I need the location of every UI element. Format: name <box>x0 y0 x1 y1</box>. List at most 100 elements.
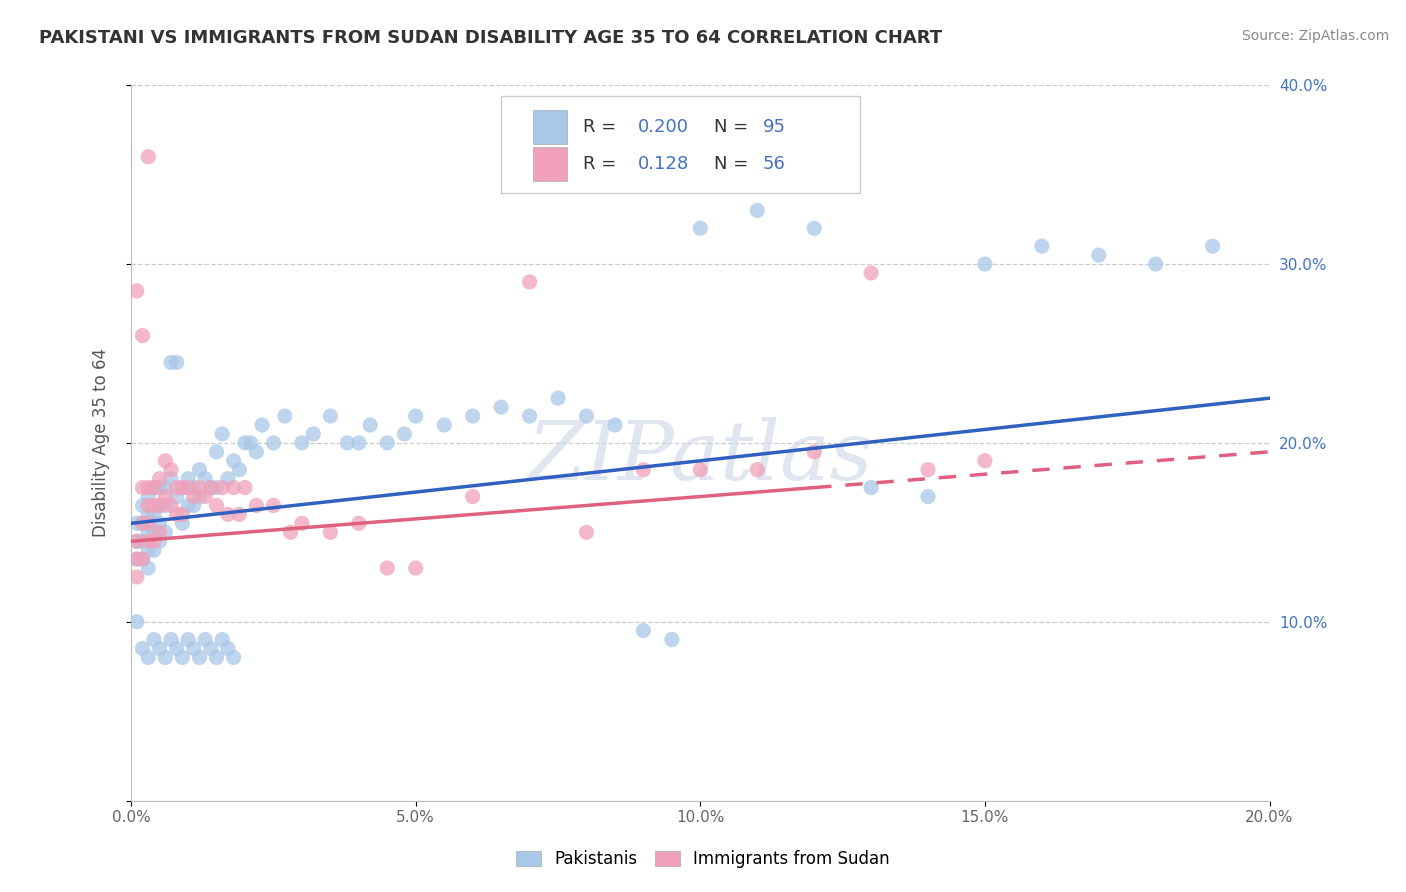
Point <box>347 436 370 450</box>
Point <box>222 454 245 468</box>
Point <box>136 150 159 164</box>
Point <box>177 632 200 647</box>
Point <box>211 632 233 647</box>
Point <box>160 499 183 513</box>
Point <box>183 490 205 504</box>
Point <box>262 499 284 513</box>
Text: 0.200: 0.200 <box>638 118 689 136</box>
Point <box>131 552 153 566</box>
Point <box>375 436 398 450</box>
Point <box>461 409 484 423</box>
Point <box>172 481 194 495</box>
Point <box>860 481 883 495</box>
Point <box>200 481 222 495</box>
Point <box>405 409 427 423</box>
Bar <box>533 110 567 144</box>
Point <box>689 463 711 477</box>
Point <box>155 499 177 513</box>
Text: 95: 95 <box>763 118 786 136</box>
Point <box>125 552 148 566</box>
Point <box>239 436 262 450</box>
Point <box>136 525 159 540</box>
Point <box>131 499 153 513</box>
Point <box>131 516 153 531</box>
Bar <box>533 147 567 181</box>
Point <box>917 490 939 504</box>
Text: N =: N = <box>714 118 754 136</box>
Point <box>200 481 222 495</box>
Point <box>131 552 153 566</box>
Point <box>136 561 159 575</box>
Point <box>125 284 148 298</box>
Point <box>211 481 233 495</box>
Legend: Pakistanis, Immigrants from Sudan: Pakistanis, Immigrants from Sudan <box>510 844 896 875</box>
Point <box>547 391 569 405</box>
Point <box>131 534 153 549</box>
Point <box>142 481 165 495</box>
Point <box>347 516 370 531</box>
Point <box>149 499 172 513</box>
Point <box>125 570 148 584</box>
Point <box>633 463 655 477</box>
Point <box>131 481 153 495</box>
Point <box>172 516 194 531</box>
Point <box>336 436 359 450</box>
Point <box>136 516 159 531</box>
Point <box>233 436 256 450</box>
Y-axis label: Disability Age 35 to 64: Disability Age 35 to 64 <box>93 349 110 537</box>
Point <box>131 516 153 531</box>
Point <box>149 641 172 656</box>
Point <box>205 481 228 495</box>
Text: 56: 56 <box>763 155 786 173</box>
Point <box>136 490 159 504</box>
Point <box>155 490 177 504</box>
Point <box>461 490 484 504</box>
Point <box>149 525 172 540</box>
Point <box>489 400 512 414</box>
Point <box>160 472 183 486</box>
Point <box>211 426 233 441</box>
Point <box>149 481 172 495</box>
Point <box>291 516 314 531</box>
Text: Source: ZipAtlas.com: Source: ZipAtlas.com <box>1241 29 1389 43</box>
Point <box>125 615 148 629</box>
Point <box>200 641 222 656</box>
Point <box>194 632 217 647</box>
Point <box>125 534 148 549</box>
Point <box>125 534 148 549</box>
Point <box>155 481 177 495</box>
Point <box>917 463 939 477</box>
Point <box>172 508 194 522</box>
Point <box>172 650 194 665</box>
Point <box>155 525 177 540</box>
Point <box>205 499 228 513</box>
Point <box>136 508 159 522</box>
Point <box>136 534 159 549</box>
Point <box>633 624 655 638</box>
Point <box>177 472 200 486</box>
Point <box>661 632 683 647</box>
Point <box>136 481 159 495</box>
Point <box>803 221 825 235</box>
Point <box>747 463 769 477</box>
Point <box>519 275 541 289</box>
Point <box>136 543 159 558</box>
Point <box>575 525 598 540</box>
Point <box>394 426 416 441</box>
Point <box>262 436 284 450</box>
Point <box>188 650 211 665</box>
Point <box>194 472 217 486</box>
Point <box>274 409 297 423</box>
Point <box>131 328 153 343</box>
Point <box>142 632 165 647</box>
Point <box>280 525 302 540</box>
Point <box>319 409 342 423</box>
Point <box>142 534 165 549</box>
Point <box>217 641 239 656</box>
Point <box>689 221 711 235</box>
Text: N =: N = <box>714 155 754 173</box>
Point <box>155 454 177 468</box>
Point <box>160 632 183 647</box>
Point <box>575 409 598 423</box>
Point <box>177 481 200 495</box>
